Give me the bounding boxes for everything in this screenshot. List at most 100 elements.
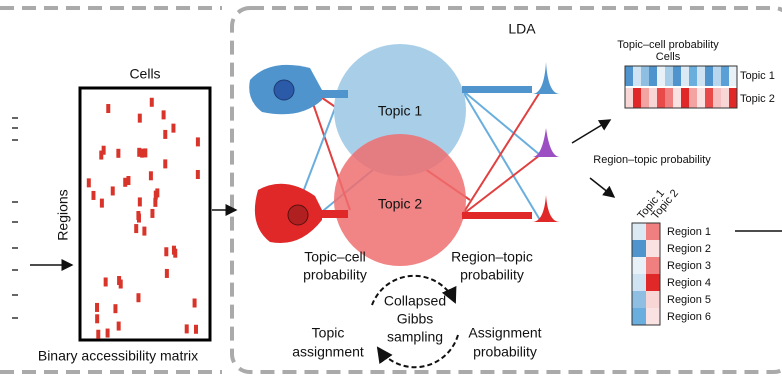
heat-cell [713,88,721,108]
heat-cell [721,66,729,86]
entry [136,211,140,220]
side-ticks [12,118,18,318]
label: Region–topic [451,249,533,265]
lda-title: LDA [508,21,536,37]
heat-cell [729,88,737,108]
entry [193,298,197,307]
nucleus [288,205,308,225]
row-label: Region 2 [667,243,711,255]
entry [171,124,175,133]
matrix-title: Cells [129,66,160,82]
entry [162,110,166,119]
heat-cell [641,88,649,108]
heat-cell [649,66,657,86]
heat-cell [632,308,646,325]
entry [96,330,100,339]
link [320,210,348,218]
entry [196,170,200,179]
peak [532,195,560,222]
heat-cell [689,88,697,108]
entry [104,277,108,286]
entry [111,186,115,195]
figure: Cells Regions Binary accessibility matri… [0,0,782,380]
label: probability [473,344,537,360]
entry [138,197,142,206]
heat-cell [705,88,713,108]
output-title: Region–topic probability [593,154,711,166]
heat-cell [697,66,705,86]
row-label: Region 1 [667,226,711,238]
entry [117,276,121,285]
row-label: Region 6 [667,311,711,323]
heat-cell [697,88,705,108]
topic-cell-heatmap [625,66,737,108]
label: Assignment [468,325,541,341]
entry [102,146,106,155]
arrow [590,178,614,197]
row-label: Region 5 [667,294,711,306]
heat-cell [632,240,646,257]
heat-cell [721,88,729,108]
entry [142,227,146,236]
heat-cell [646,308,660,325]
heat-cell [657,88,665,108]
heat-cell [657,66,665,86]
entry [138,114,142,123]
entry [100,199,104,208]
heat-cell [649,88,657,108]
topic-label: Topic 1 [378,103,423,119]
heat-cell [632,223,646,240]
heat-cell [673,66,681,86]
output-title: Topic–cell probability [617,39,719,51]
entry [153,198,157,207]
heat-cell [665,66,673,86]
entry [163,130,167,139]
entry [140,149,144,158]
nucleus [274,80,294,100]
row-label: Region 3 [667,260,711,272]
heat-cell [646,257,660,274]
entry [185,324,189,333]
heat-cell [681,88,689,108]
heat-cell [673,88,681,108]
link [320,90,348,98]
label: Topic [312,325,345,341]
entry [150,209,154,218]
link [462,212,532,219]
cycle-label: Gibbs [397,311,434,327]
heat-cell [665,88,673,108]
entry [172,246,176,255]
region-topic-heatmap: Region 1 Region 2 Region 3 Region 4 Region 5… [632,223,711,325]
output-subtitle: Cells [656,51,681,63]
entry [136,293,140,302]
heat-cell [632,257,646,274]
heat-cell [632,291,646,308]
heat-cell [625,88,633,108]
entry [150,98,154,107]
entry [165,269,169,278]
heat-cell [633,88,641,108]
link [462,86,532,93]
label: assignment [292,344,364,360]
label: probability [303,267,367,283]
matrix-axis-label: Regions [55,189,71,240]
heat-cell [632,274,646,291]
heat-cell [681,66,689,86]
entry [95,314,99,323]
heat-cell [646,223,660,240]
row-label: Region 4 [667,277,711,289]
heat-cell [689,66,697,86]
entry [149,171,153,180]
arrow [572,120,610,143]
entry [106,329,110,338]
heat-cell [729,66,737,86]
heat-cell [625,66,633,86]
heat-cell [633,66,641,86]
cycle-label: sampling [387,329,443,345]
entry [117,322,121,331]
matrix [80,88,210,340]
entry [163,159,167,168]
label: Topic–cell [304,249,365,265]
heat-cell [646,274,660,291]
label: probability [460,267,524,283]
